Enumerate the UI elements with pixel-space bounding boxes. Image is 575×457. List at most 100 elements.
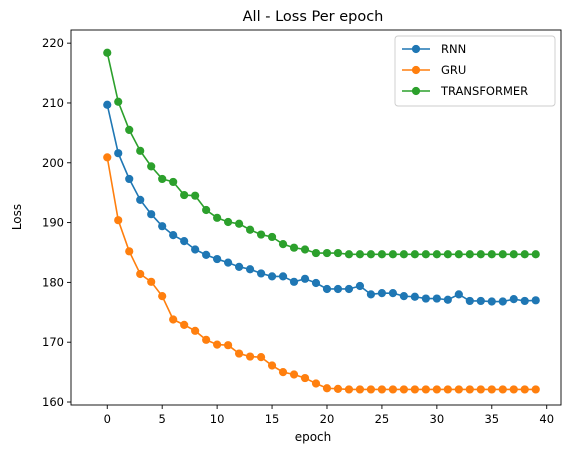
data-point-gru [311, 379, 321, 388]
legend-item-rnn: RNN [402, 42, 466, 56]
data-point-transformer [289, 243, 299, 252]
data-point-rnn [245, 265, 255, 274]
data-point-transformer [421, 250, 430, 259]
legend-swatch-marker [411, 44, 421, 54]
legend-swatch-marker [411, 86, 421, 96]
x-tick-label: 20 [320, 412, 335, 426]
data-point-transformer [267, 232, 277, 242]
data-point-gru [224, 341, 233, 350]
series-line-transformer [106, 52, 536, 256]
data-point-gru [158, 292, 167, 301]
data-point-gru [498, 385, 507, 394]
legend-label: TRANSFORMER [440, 84, 528, 98]
data-point-rnn [531, 296, 540, 305]
x-tick-label: 40 [539, 412, 554, 426]
data-point-transformer [311, 248, 321, 258]
data-point-gru [366, 385, 376, 394]
data-point-gru [432, 385, 441, 394]
data-point-transformer [520, 250, 529, 259]
data-point-gru [454, 385, 463, 394]
x-tick-label: 15 [265, 412, 280, 426]
plot-frame [70, 29, 562, 406]
data-point-gru [322, 384, 332, 393]
series-gru [103, 153, 540, 394]
data-point-gru [213, 340, 222, 349]
data-point-transformer [498, 250, 507, 259]
data-point-transformer [344, 250, 354, 259]
data-point-transformer [158, 174, 167, 184]
data-point-transformer [388, 250, 398, 259]
data-point-rnn [388, 289, 398, 298]
data-point-rnn [520, 296, 529, 306]
data-point-gru [125, 247, 134, 256]
data-point-gru [388, 385, 398, 394]
data-point-transformer [169, 177, 178, 187]
data-point-rnn [158, 222, 167, 231]
data-point-gru [443, 385, 452, 394]
data-point-transformer [509, 250, 518, 259]
data-point-rnn [278, 272, 288, 281]
data-point-rnn [311, 278, 321, 288]
data-point-rnn [256, 269, 266, 278]
data-point-transformer [531, 250, 540, 259]
data-point-gru [234, 349, 244, 358]
data-point-rnn [169, 231, 178, 240]
data-point-transformer [224, 217, 233, 227]
data-point-rnn [443, 295, 452, 304]
data-point-transformer [454, 250, 463, 259]
data-point-gru [476, 385, 485, 394]
data-point-rnn [377, 289, 387, 298]
data-point-rnn [191, 245, 200, 254]
legend-item-gru: GRU [402, 63, 466, 77]
data-point-transformer [366, 250, 376, 259]
data-point-transformer [114, 97, 123, 106]
data-point-transformer [300, 245, 310, 254]
data-point-rnn [476, 296, 485, 306]
data-point-rnn [224, 258, 233, 267]
data-point-transformer [399, 250, 408, 259]
x-tick-label: 30 [430, 412, 445, 426]
data-point-transformer [322, 248, 332, 258]
data-point-transformer [191, 191, 200, 200]
data-point-gru [421, 385, 430, 394]
x-axis-label: epoch [295, 430, 332, 444]
data-point-rnn [202, 250, 211, 259]
data-point-rnn [125, 174, 134, 184]
y-tick-label: 220 [42, 36, 64, 50]
data-point-transformer [136, 146, 145, 155]
y-axis-label: Loss [10, 204, 24, 230]
data-point-gru [520, 385, 529, 394]
data-point-rnn [114, 149, 123, 158]
series-line-rnn [106, 104, 536, 303]
data-point-transformer [202, 205, 211, 215]
legend: RNN GRU TRANSFORMER [394, 35, 556, 107]
series-transformer [103, 48, 540, 259]
legend-box [394, 35, 556, 107]
data-point-gru [333, 384, 343, 393]
data-point-transformer [333, 248, 343, 258]
data-point-gru [114, 216, 123, 225]
data-point-transformer [147, 162, 156, 171]
y-tick-label: 190 [42, 216, 64, 230]
data-point-transformer [410, 250, 419, 259]
legend-label: RNN [441, 42, 466, 56]
data-point-rnn [399, 292, 408, 301]
data-point-transformer [487, 250, 496, 259]
data-point-rnn [267, 272, 277, 281]
series-layer [103, 48, 540, 394]
data-point-gru [169, 315, 178, 324]
data-point-transformer [377, 250, 387, 259]
legend-label: GRU [441, 63, 466, 77]
x-tick-label: 25 [375, 412, 390, 426]
data-point-transformer [125, 125, 134, 134]
series-line-gru [106, 157, 536, 391]
data-point-transformer [180, 190, 189, 200]
data-point-gru [344, 385, 354, 394]
data-point-transformer [234, 219, 244, 228]
data-point-gru [399, 385, 408, 394]
x-tick-label: 10 [210, 412, 225, 426]
data-point-rnn [147, 210, 156, 219]
y-tick-label: 200 [42, 156, 64, 170]
data-point-rnn [234, 262, 244, 271]
data-point-gru [509, 385, 518, 394]
